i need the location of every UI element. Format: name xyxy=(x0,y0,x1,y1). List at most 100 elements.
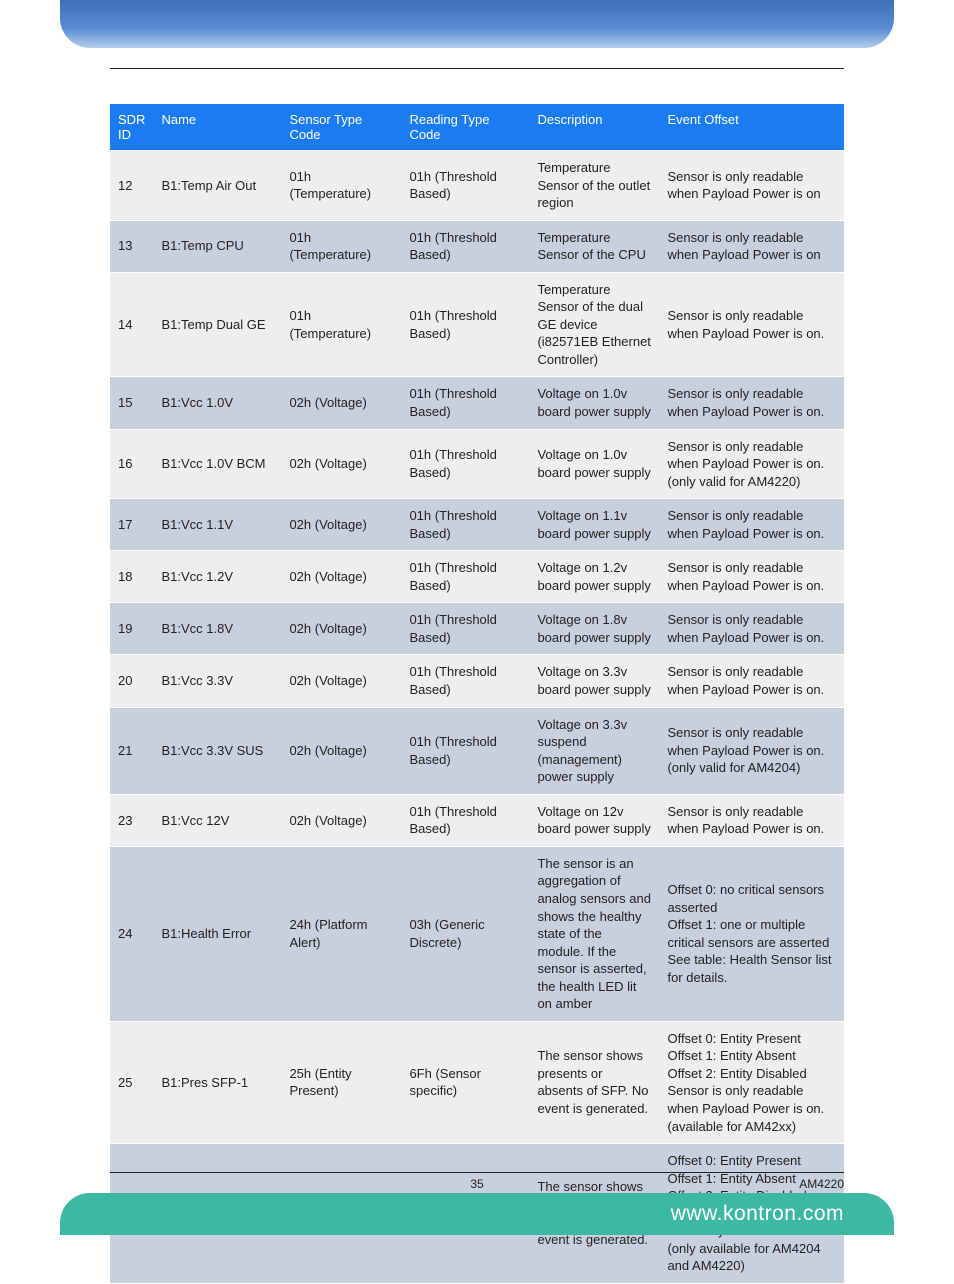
col-sdr-id: SDR ID xyxy=(110,104,153,151)
cell-eo: Sensor is only readable when Payload Pow… xyxy=(659,272,844,377)
cell-name: B1:Vcc 1.1V xyxy=(153,499,281,551)
cell-desc: Voltage on 3.3v board power supply xyxy=(529,655,659,707)
cell-desc: Voltage on 12v board power supply xyxy=(529,794,659,846)
cell-eo: Sensor is only readable when Payload Pow… xyxy=(659,655,844,707)
cell-stc: 24h (Platform Alert) xyxy=(281,846,401,1021)
cell-desc: Voltage on 3.3v suspend (management) pow… xyxy=(529,707,659,794)
cell-stc: 02h (Voltage) xyxy=(281,429,401,499)
cell-eo: Sensor is only readable when Payload Pow… xyxy=(659,551,844,603)
cell-name: B1:Vcc 1.0V BCM xyxy=(153,429,281,499)
cell-stc: 02h (Voltage) xyxy=(281,794,401,846)
cell-id: 14 xyxy=(110,272,153,377)
table-row: 21B1:Vcc 3.3V SUS02h (Voltage)01h (Thres… xyxy=(110,707,844,794)
table-row: 24B1:Health Error24h (Platform Alert)03h… xyxy=(110,846,844,1021)
cell-name: B1:Vcc 1.8V xyxy=(153,603,281,655)
cell-rtc: 6Fh (Sensor specific) xyxy=(401,1021,529,1143)
cell-stc: 01h (Temperature) xyxy=(281,272,401,377)
cell-id: 20 xyxy=(110,655,153,707)
table-header-row: SDR ID Name Sensor Type Code Reading Typ… xyxy=(110,104,844,151)
bottom-banner: www.kontron.com xyxy=(60,1193,894,1235)
table-row: 14B1:Temp Dual GE01h (Temperature)01h (T… xyxy=(110,272,844,377)
cell-eo: Sensor is only readable when Payload Pow… xyxy=(659,429,844,499)
cell-desc: Temperature Sensor of the outlet region xyxy=(529,151,659,221)
cell-eo: Sensor is only readable when Payload Pow… xyxy=(659,377,844,429)
table-body: 12B1:Temp Air Out01h (Temperature)01h (T… xyxy=(110,151,844,1284)
cell-rtc: 01h (Threshold Based) xyxy=(401,499,529,551)
cell-name: B1:Pres SFP-1 xyxy=(153,1021,281,1143)
cell-rtc: 01h (Threshold Based) xyxy=(401,429,529,499)
cell-stc: 01h (Temperature) xyxy=(281,151,401,221)
table-row: 18B1:Vcc 1.2V02h (Voltage)01h (Threshold… xyxy=(110,551,844,603)
col-stc: Sensor Type Code xyxy=(281,104,401,151)
cell-eo: Offset 0: Entity Present Offset 1: Entit… xyxy=(659,1021,844,1143)
cell-name: B1:Temp CPU xyxy=(153,220,281,272)
cell-stc: 01h (Temperature) xyxy=(281,220,401,272)
cell-rtc: 01h (Threshold Based) xyxy=(401,707,529,794)
cell-id: 18 xyxy=(110,551,153,603)
cell-eo: Sensor is only readable when Payload Pow… xyxy=(659,151,844,221)
cell-eo: Sensor is only readable when Payload Pow… xyxy=(659,499,844,551)
cell-eo: Sensor is only readable when Payload Pow… xyxy=(659,794,844,846)
cell-eo: Sensor is only readable when Payload Pow… xyxy=(659,707,844,794)
table-row: 19B1:Vcc 1.8V02h (Voltage)01h (Threshold… xyxy=(110,603,844,655)
col-name: Name xyxy=(153,104,281,151)
cell-rtc: 01h (Threshold Based) xyxy=(401,272,529,377)
cell-id: 13 xyxy=(110,220,153,272)
cell-stc: 02h (Voltage) xyxy=(281,551,401,603)
cell-name: B1:Temp Air Out xyxy=(153,151,281,221)
sensor-table: SDR ID Name Sensor Type Code Reading Typ… xyxy=(110,104,844,1284)
top-banner xyxy=(60,0,894,48)
cell-name: B1:Vcc 1.2V xyxy=(153,551,281,603)
col-desc: Description xyxy=(529,104,659,151)
cell-id: 25 xyxy=(110,1021,153,1143)
table-row: 13B1:Temp CPU01h (Temperature)01h (Thres… xyxy=(110,220,844,272)
page-content: SDR ID Name Sensor Type Code Reading Typ… xyxy=(110,68,844,1284)
cell-rtc: 01h (Threshold Based) xyxy=(401,655,529,707)
table-row: 23B1:Vcc 12V02h (Voltage)01h (Threshold … xyxy=(110,794,844,846)
top-rule xyxy=(110,68,844,69)
cell-stc: 02h (Voltage) xyxy=(281,499,401,551)
cell-desc: Voltage on 1.8v board power supply xyxy=(529,603,659,655)
cell-rtc: 01h (Threshold Based) xyxy=(401,794,529,846)
cell-id: 12 xyxy=(110,151,153,221)
footer-url: www.kontron.com xyxy=(671,1202,844,1226)
cell-name: B1:Vcc 12V xyxy=(153,794,281,846)
cell-name: B1:Vcc 3.3V xyxy=(153,655,281,707)
cell-rtc: 01h (Threshold Based) xyxy=(401,151,529,221)
table-row: 15B1:Vcc 1.0V02h (Voltage)01h (Threshold… xyxy=(110,377,844,429)
cell-desc: The sensor shows presents or absents of … xyxy=(529,1021,659,1143)
cell-name: B1:Health Error xyxy=(153,846,281,1021)
cell-rtc: 01h (Threshold Based) xyxy=(401,551,529,603)
cell-rtc: 03h (Generic Discrete) xyxy=(401,846,529,1021)
cell-name: B1:Vcc 1.0V xyxy=(153,377,281,429)
cell-desc: Voltage on 1.0v board power supply xyxy=(529,377,659,429)
cell-desc: Voltage on 1.1v board power supply xyxy=(529,499,659,551)
page-number: 35 xyxy=(470,1177,483,1191)
table-row: 12B1:Temp Air Out01h (Temperature)01h (T… xyxy=(110,151,844,221)
cell-stc: 02h (Voltage) xyxy=(281,655,401,707)
cell-id: 15 xyxy=(110,377,153,429)
cell-desc: The sensor is an aggregation of analog s… xyxy=(529,846,659,1021)
cell-desc: Voltage on 1.2v board power supply xyxy=(529,551,659,603)
cell-rtc: 01h (Threshold Based) xyxy=(401,377,529,429)
footer-rule: 35 AM4220 xyxy=(110,1172,844,1173)
cell-id: 17 xyxy=(110,499,153,551)
cell-rtc: 01h (Threshold Based) xyxy=(401,603,529,655)
cell-stc: 02h (Voltage) xyxy=(281,377,401,429)
table-row: 25B1:Pres SFP-125h (Entity Present)6Fh (… xyxy=(110,1021,844,1143)
cell-stc: 02h (Voltage) xyxy=(281,707,401,794)
col-eo: Event Offset xyxy=(659,104,844,151)
cell-id: 23 xyxy=(110,794,153,846)
cell-rtc: 01h (Threshold Based) xyxy=(401,220,529,272)
table-row: 16B1:Vcc 1.0V BCM02h (Voltage)01h (Thres… xyxy=(110,429,844,499)
cell-eo: Sensor is only readable when Payload Pow… xyxy=(659,220,844,272)
cell-id: 16 xyxy=(110,429,153,499)
cell-stc: 25h (Entity Present) xyxy=(281,1021,401,1143)
table-row: 17B1:Vcc 1.1V02h (Voltage)01h (Threshold… xyxy=(110,499,844,551)
cell-id: 21 xyxy=(110,707,153,794)
cell-stc: 02h (Voltage) xyxy=(281,603,401,655)
cell-desc: Voltage on 1.0v board power supply xyxy=(529,429,659,499)
cell-desc: Temperature Sensor of the CPU xyxy=(529,220,659,272)
model-label: AM4220 xyxy=(799,1177,844,1191)
cell-name: B1:Vcc 3.3V SUS xyxy=(153,707,281,794)
